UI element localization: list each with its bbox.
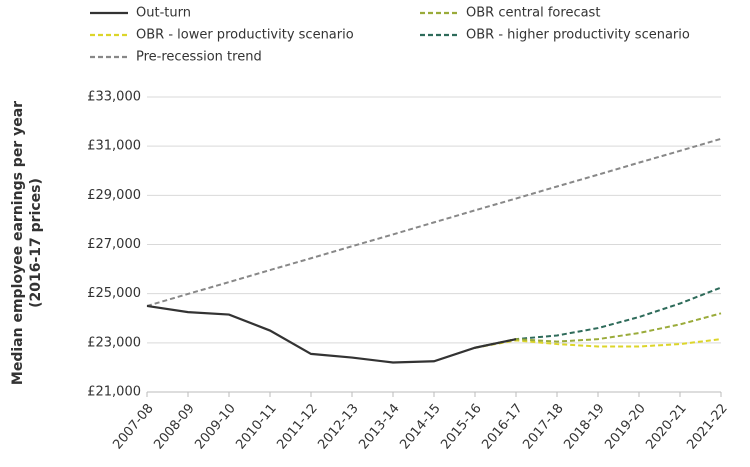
x-tick-label: 2014-15 — [397, 401, 443, 452]
x-tick-label: 2008-09 — [151, 401, 197, 452]
y-axis-title-line: (2016-17 prices) — [28, 178, 44, 308]
x-tick-label: 2007-08 — [110, 401, 156, 452]
series-line — [474, 338, 722, 349]
y-tick-label: £33,000 — [87, 90, 141, 105]
y-axis-title: Median employee earnings per year (2016-… — [10, 101, 44, 385]
series-line — [146, 304, 517, 364]
x-tick-label: 2011-12 — [274, 401, 320, 452]
x-tick-label: 2012-13 — [315, 401, 361, 452]
legend-label: OBR central forecast — [466, 6, 600, 21]
series-line — [146, 137, 722, 307]
x-tick-label: 2021-22 — [684, 401, 730, 452]
legend-label: OBR - lower productivity scenario — [136, 28, 354, 43]
y-axis-title-line: Median employee earnings per year — [10, 101, 26, 385]
x-tick-label: 2016-17 — [479, 401, 525, 452]
x-tick-label: 2013-14 — [356, 401, 402, 452]
y-tick-label: £21,000 — [87, 385, 141, 400]
x-tick-label: 2017-18 — [520, 401, 566, 452]
legend-label: Pre-recession trend — [136, 50, 262, 65]
x-tick-label: 2015-16 — [438, 401, 484, 452]
y-tick-label: £23,000 — [87, 335, 141, 350]
x-tick-label: 2020-21 — [643, 401, 689, 452]
x-tick-label: 2019-20 — [602, 401, 648, 452]
legend-label: OBR - higher productivity scenario — [466, 28, 690, 43]
y-tick-label: £31,000 — [87, 139, 141, 154]
y-tick-label: £27,000 — [87, 237, 141, 252]
x-tick-label: 2018-19 — [561, 401, 607, 452]
legend-label: Out-turn — [136, 6, 191, 21]
y-tick-label: £25,000 — [87, 286, 141, 301]
y-tick-label: £29,000 — [87, 188, 141, 203]
x-tick-label: 2010-11 — [233, 401, 279, 452]
x-tick-label: 2009-10 — [192, 401, 238, 452]
